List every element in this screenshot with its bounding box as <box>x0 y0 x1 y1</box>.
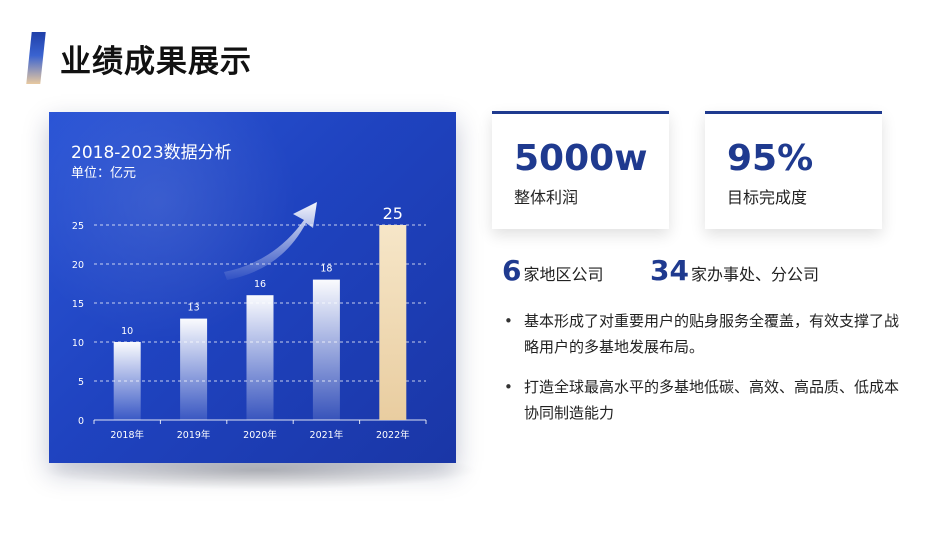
trend-arrow-icon <box>224 202 317 280</box>
count-number: 34 <box>650 254 689 287</box>
chart-card: 2018-2023数据分析 单位：亿元 0 5 10 15 20 25 10 2018年 13 2… <box>49 112 456 463</box>
chart-unit: 单位：亿元 <box>71 166 137 181</box>
x-tick-label: 2018年 <box>110 429 144 441</box>
y-tick-label: 20 <box>72 260 84 271</box>
y-tick-label: 15 <box>72 299 84 310</box>
stat-value: 5000w <box>514 138 648 179</box>
data-label: 18 <box>320 264 332 275</box>
bar <box>246 295 274 420</box>
x-tick-label: 2020年 <box>243 429 277 441</box>
count-offices: 34 家办事处、分公司 <box>650 254 819 287</box>
bar <box>180 318 208 420</box>
stat-label: 整体利润 <box>514 188 579 207</box>
stat-label: 目标完成度 <box>727 188 808 207</box>
stat-value: 95% <box>727 138 814 179</box>
data-label: 10 <box>121 326 133 337</box>
y-tick-label: 25 <box>72 221 84 232</box>
y-tick-label: 10 <box>72 338 84 349</box>
bar <box>379 225 407 420</box>
page-title: 业绩成果展示 <box>60 44 252 80</box>
x-tick-label: 2021年 <box>310 429 344 441</box>
count-label: 家办事处、分公司 <box>690 265 819 284</box>
bar-chart: 0 5 10 15 20 25 10 2018年 13 2019年 16 2020年 18 2021年 25… <box>72 202 427 441</box>
count-label: 家地区公司 <box>523 265 604 284</box>
stat-card-profit: 5000w 整体利润 <box>492 111 669 229</box>
stat-card-completion: 95% 目标完成度 <box>705 111 882 229</box>
data-label: 25 <box>383 204 403 223</box>
x-tick-label: 2022年 <box>376 429 410 441</box>
bullet-item: 基本形成了对重要用户的贴身服务全覆盖，有效支撑了战略用户的多基地发展布局。 <box>502 308 902 360</box>
title-accent-bar <box>26 32 46 84</box>
data-label: 13 <box>188 303 200 314</box>
data-label: 16 <box>254 279 266 290</box>
bullet-list: 基本形成了对重要用户的贴身服务全覆盖，有效支撑了战略用户的多基地发展布局。 打造… <box>502 308 902 440</box>
y-tick-label: 0 <box>78 416 84 427</box>
y-tick-label: 5 <box>78 377 84 388</box>
count-regional-companies: 6 家地区公司 <box>502 254 604 287</box>
count-number: 6 <box>502 254 522 287</box>
chart-title: 2018-2023数据分析 <box>71 143 232 163</box>
bar <box>312 279 340 420</box>
bullet-item: 打造全球最高水平的多基地低碳、高效、高品质、低成本协同制造能力 <box>502 374 902 426</box>
bar <box>113 342 141 420</box>
x-tick-label: 2019年 <box>177 429 211 441</box>
